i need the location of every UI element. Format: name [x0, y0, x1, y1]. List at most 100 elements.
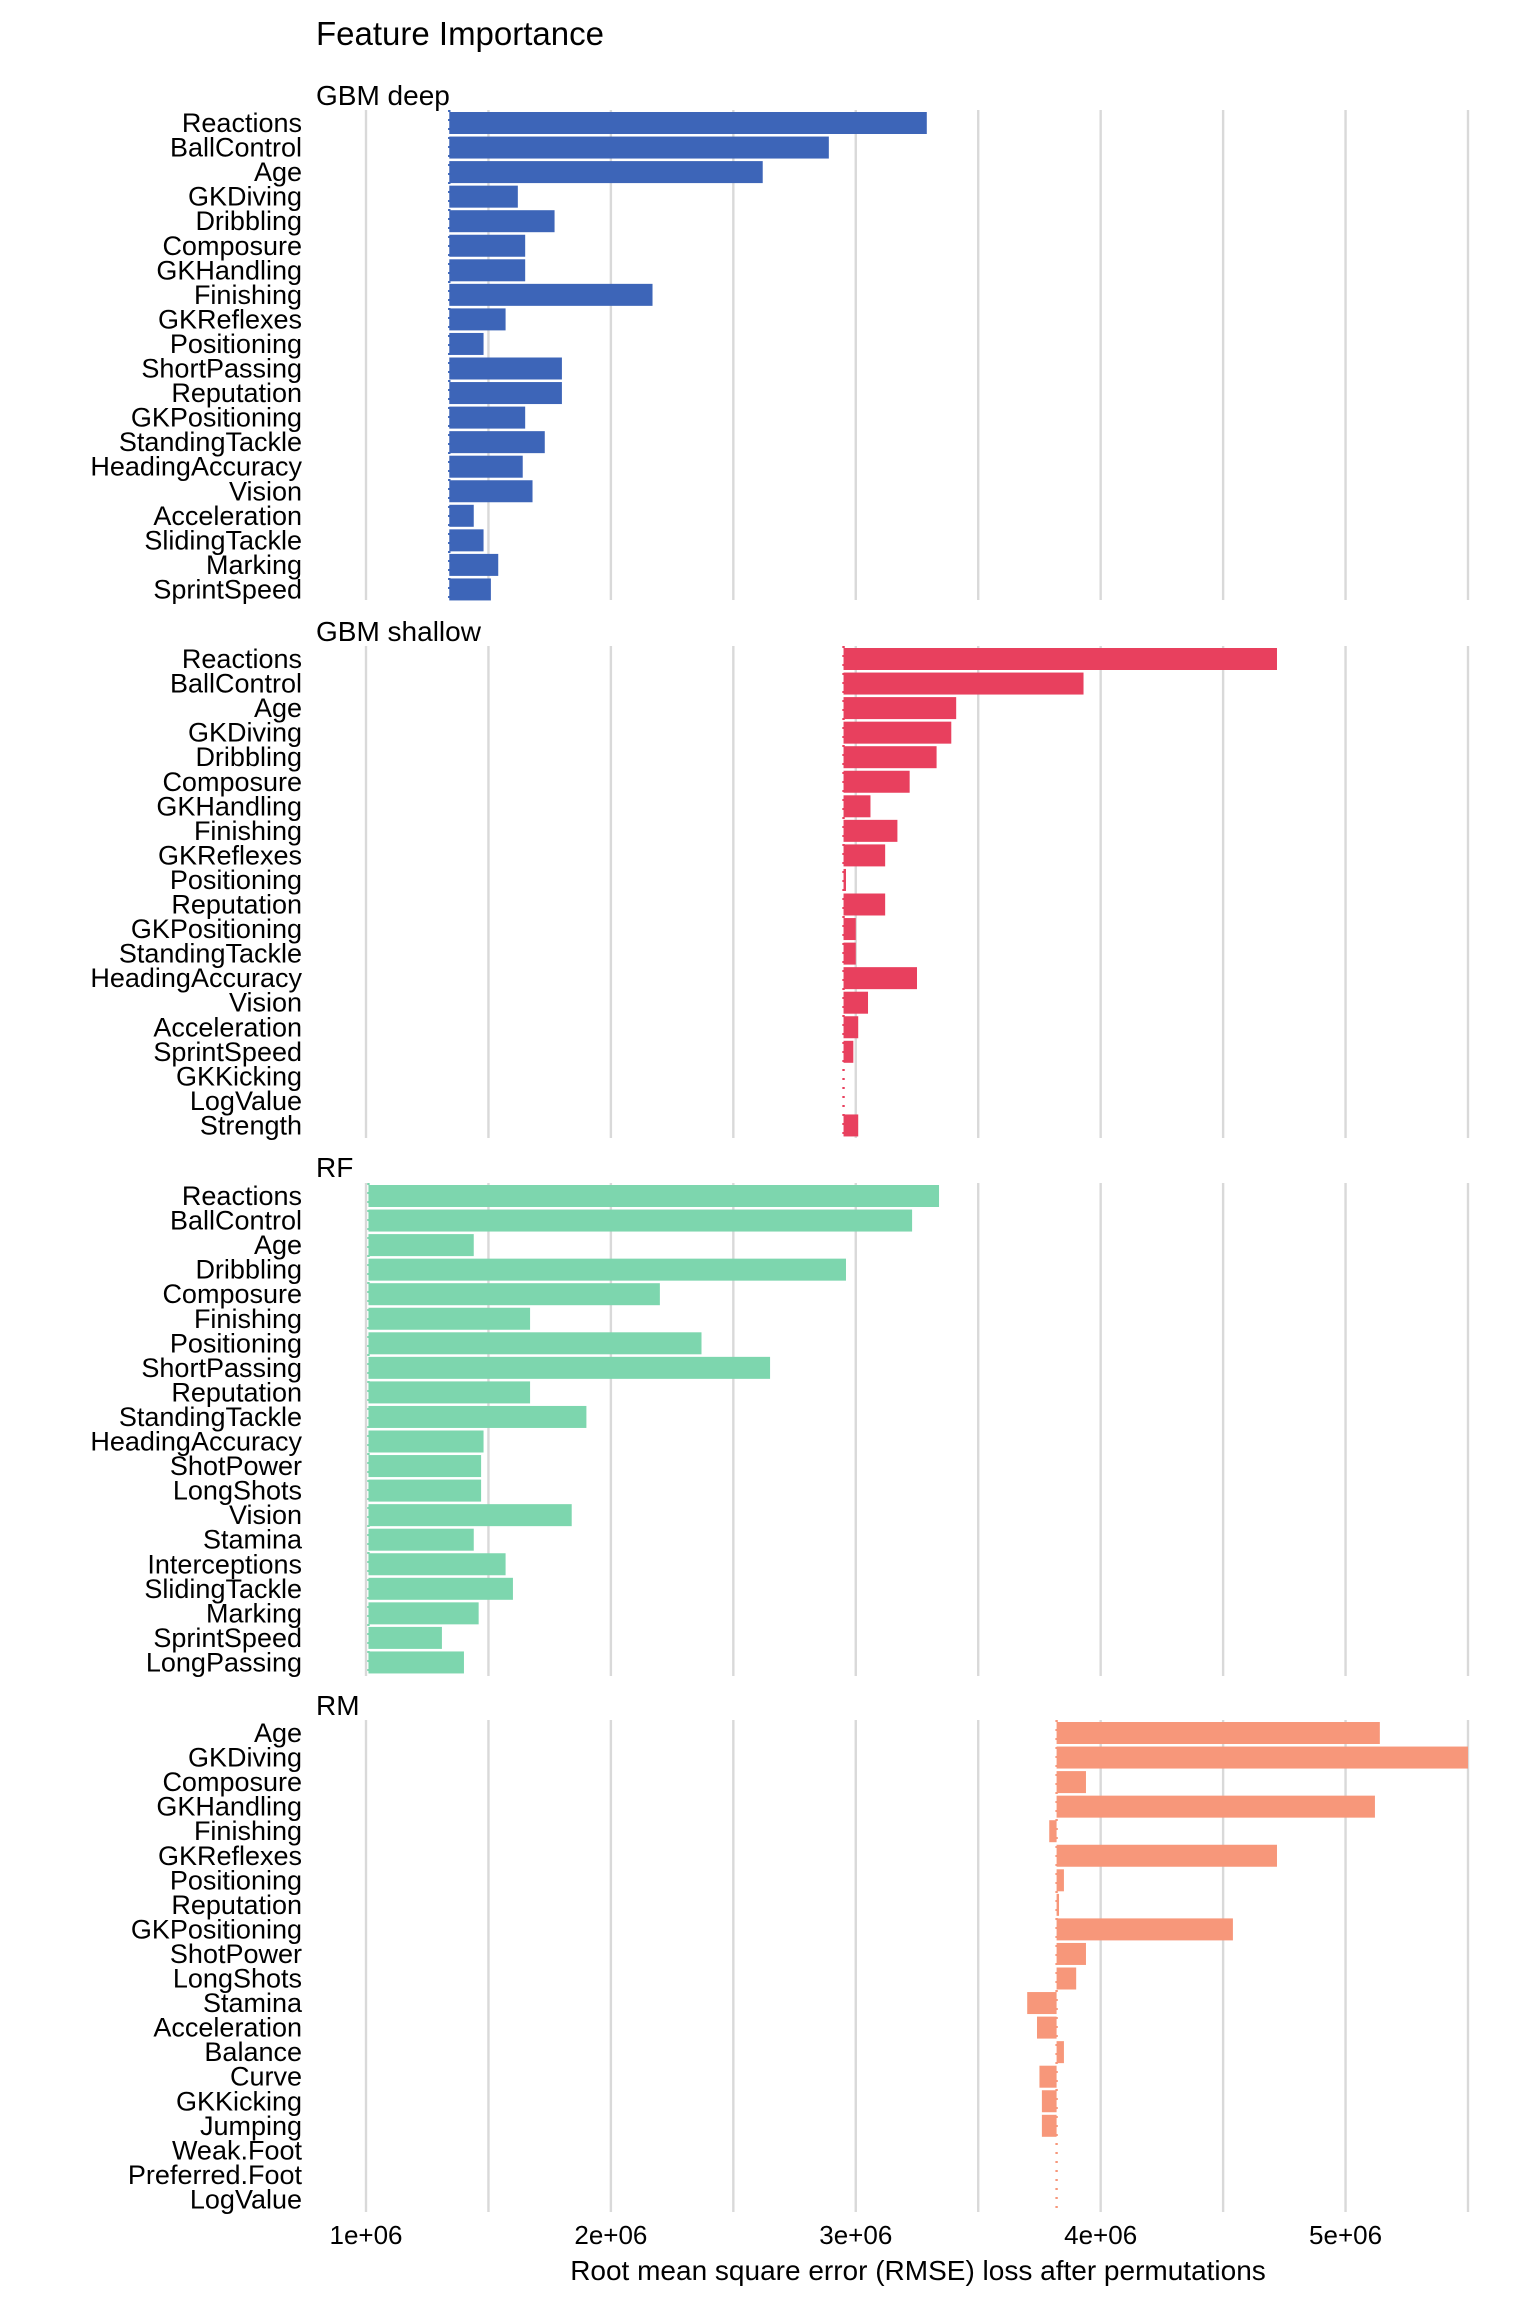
- feature-label: Positioning: [170, 1328, 302, 1358]
- feature-label: GKPositioning: [131, 914, 302, 944]
- bar: [449, 234, 526, 257]
- bar: [368, 1430, 484, 1453]
- bar: [368, 1651, 464, 1674]
- panel-3: RM AgeGKDivingComposureGKHandlingFinishin…: [128, 1690, 1468, 2214]
- panel-title: RM: [316, 1690, 360, 1721]
- bar: [368, 1405, 587, 1428]
- bar: [1056, 1722, 1380, 1744]
- feature-label: SprintSpeed: [153, 1623, 302, 1653]
- feature-label: LongShots: [173, 1964, 302, 1994]
- feature-label: Stamina: [203, 1988, 303, 2018]
- feature-label: Interceptions: [147, 1549, 302, 1579]
- bar: [368, 1479, 482, 1502]
- x-tick-label: 1e+06: [329, 2220, 402, 2250]
- feature-label: Reputation: [171, 378, 302, 408]
- bar: [1056, 1967, 1077, 1990]
- bar: [368, 1307, 531, 1330]
- feature-label: Jumping: [200, 2111, 302, 2141]
- bar: [1056, 1771, 1086, 1794]
- feature-label: Marking: [206, 1598, 302, 1628]
- feature-label: ShortPassing: [141, 1353, 302, 1383]
- bar: [368, 1332, 702, 1355]
- feature-label: Weak.Foot: [172, 2135, 303, 2165]
- feature-label: Acceleration: [153, 2013, 302, 2043]
- bar: [843, 1114, 859, 1137]
- feature-label: Reputation: [171, 1890, 302, 1920]
- bar: [843, 819, 898, 842]
- bar: [1056, 1746, 1468, 1769]
- bar: [843, 918, 856, 941]
- panels: GBM deepReactionsBallControlAgeGKDivingD…: [90, 80, 1468, 2214]
- feature-label: Age: [254, 157, 302, 187]
- feature-label: GKDiving: [188, 1743, 302, 1773]
- bar: [449, 431, 545, 454]
- bar: [843, 893, 886, 916]
- panel-title: RF: [316, 1152, 353, 1183]
- bar: [843, 697, 957, 720]
- bar: [368, 1356, 771, 1379]
- feature-label: BallControl: [170, 669, 302, 699]
- feature-label: ShotPower: [170, 1939, 302, 1969]
- bar: [449, 529, 484, 552]
- feature-label: StandingTackle: [119, 427, 302, 457]
- feature-label: Composure: [162, 1279, 302, 1309]
- panel-2: RF ReactionsBallControlAgeDribblingCompos…: [90, 1152, 940, 1677]
- feature-label: Balance: [204, 2037, 302, 2067]
- bar: [843, 868, 846, 891]
- bar: [843, 942, 856, 965]
- feature-label: Curve: [230, 2062, 302, 2092]
- feature-label: Composure: [162, 231, 302, 261]
- feature-label: GKPositioning: [131, 403, 302, 433]
- bar: [449, 504, 474, 527]
- bar: [449, 382, 562, 405]
- panel-0: GBM deep ReactionsBallControlAgeGKDivingD…: [90, 80, 927, 604]
- bar: [843, 991, 869, 1014]
- feature-label: Reputation: [171, 1377, 302, 1407]
- feature-label: GKKicking: [176, 1061, 302, 1091]
- bar: [1056, 1942, 1086, 1965]
- feature-label: Acceleration: [153, 1012, 302, 1042]
- feature-label: Positioning: [170, 865, 302, 895]
- feature-label: Age: [254, 693, 302, 723]
- bar: [1056, 1844, 1277, 1867]
- feature-label: Reactions: [182, 644, 302, 674]
- bar: [1056, 1893, 1060, 1916]
- bar: [368, 1258, 846, 1281]
- bar: [449, 578, 491, 601]
- feature-label: Stamina: [203, 1525, 303, 1555]
- feature-label: LogValue: [190, 1086, 302, 1116]
- bar: [1049, 1820, 1057, 1843]
- bar: [1041, 2114, 1057, 2137]
- x-tick-label: 2e+06: [574, 2220, 647, 2250]
- feature-label: Strength: [200, 1110, 302, 1140]
- x-tick-label: 3e+06: [819, 2220, 892, 2250]
- bar: [1039, 2065, 1057, 2088]
- feature-label: BallControl: [170, 133, 302, 163]
- bar: [449, 259, 526, 282]
- feature-label: GKReflexes: [158, 1841, 302, 1871]
- bar: [843, 672, 1084, 695]
- feature-label: LongPassing: [146, 1647, 302, 1677]
- feature-label: HeadingAccuracy: [90, 452, 302, 482]
- bar: [449, 185, 518, 208]
- feature-label: GKReflexes: [158, 840, 302, 870]
- feature-label: ShortPassing: [141, 354, 302, 384]
- feature-label: GKHandling: [156, 791, 302, 821]
- feature-label: Finishing: [194, 816, 302, 846]
- x-tick-label: 5e+06: [1309, 2220, 1382, 2250]
- bar: [449, 112, 927, 134]
- bar: [1056, 1795, 1375, 1818]
- feature-label: Age: [254, 1718, 302, 1748]
- x-tick-label: 4e+06: [1064, 2220, 1137, 2250]
- feature-label: StandingTackle: [119, 1402, 302, 1432]
- feature-label: LogValue: [190, 2184, 302, 2214]
- bar: [449, 455, 523, 478]
- bar: [368, 1209, 913, 1232]
- x-axis: 1e+06 2e+06 3e+06 4e+06 5e+06: [329, 2220, 1382, 2250]
- bar: [843, 967, 917, 990]
- feature-label: Reputation: [171, 890, 302, 920]
- bar: [449, 357, 562, 380]
- feature-label: GKKicking: [176, 2086, 302, 2116]
- bar: [368, 1234, 474, 1257]
